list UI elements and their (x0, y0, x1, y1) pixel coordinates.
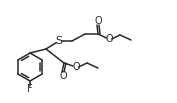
Text: O: O (72, 62, 80, 72)
Text: O: O (105, 34, 113, 44)
Text: F: F (27, 84, 33, 94)
Text: O: O (94, 16, 102, 26)
Text: O: O (59, 71, 67, 81)
Text: S: S (55, 36, 62, 46)
